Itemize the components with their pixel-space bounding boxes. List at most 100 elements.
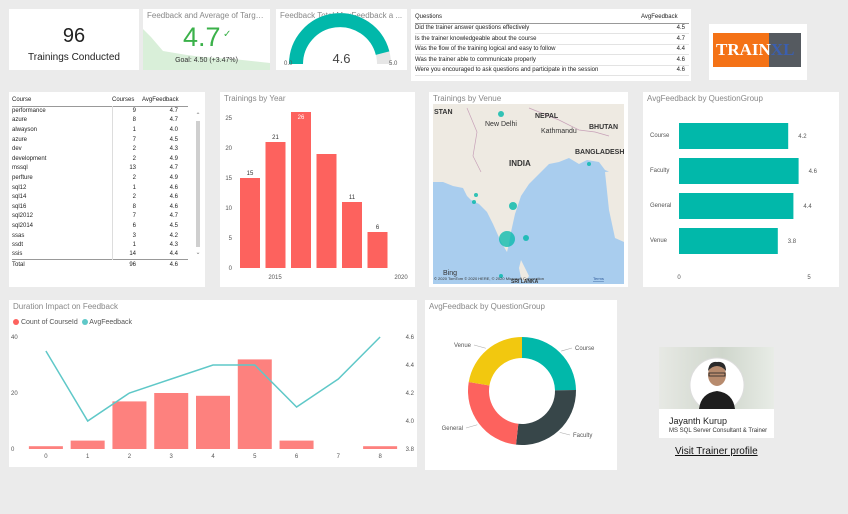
course-row[interactable]: sql14 2 4.6 (12, 192, 188, 202)
course-row[interactable]: sql16 8 4.6 (12, 201, 188, 212)
questions-col-avg[interactable]: AvgFeedback (641, 14, 678, 21)
course-row[interactable]: ssdt 1 4.3 (12, 240, 188, 250)
course-avg: 4.2 (169, 232, 178, 239)
x-tick-label: 2020 (394, 275, 408, 281)
category-label: General (650, 203, 671, 209)
questions-row[interactable]: Was the flow of the training logical and… (415, 44, 689, 55)
legend-label-count[interactable]: Count of CourseId (20, 319, 78, 326)
duration-legend: Count of CourseId AvgFeedback (13, 319, 132, 326)
course-avg: 4.3 (169, 146, 178, 153)
course-count: 7 (111, 211, 142, 222)
course-name: dev (12, 146, 22, 153)
trainer-avatar (689, 357, 745, 409)
course-row[interactable]: azure 8 4.7 (12, 115, 188, 126)
courses-table: Course Courses AvgFeedback performance 9 4… (12, 95, 188, 271)
year-bar (291, 112, 311, 268)
venue-map[interactable]: STAN New Delhi NEPAL Kathmandu BHUTAN IN… (429, 92, 628, 287)
question-avg: 4.6 (676, 67, 685, 74)
questions-col-question[interactable]: Questions (415, 14, 443, 21)
courses-col-avg[interactable]: AvgFeedback (142, 97, 179, 104)
course-avg: 4.3 (169, 242, 178, 249)
map-label-india: INDIA (509, 159, 531, 168)
duration-bar (279, 440, 314, 449)
course-row[interactable]: perfture 2 4.9 (12, 173, 188, 183)
course-name: sql2014 (12, 222, 34, 229)
map-marker (587, 162, 591, 166)
questions-row[interactable]: Were you encouraged to ask questions and… (415, 65, 689, 76)
course-count: 1 (111, 125, 142, 135)
year-bar (342, 202, 362, 268)
courses-col-course[interactable]: Course (12, 97, 32, 104)
course-name: perfture (12, 174, 33, 181)
question-avg: 4.6 (676, 56, 685, 63)
trainings-by-year-card: Trainings by Year 0 5 10 15 20 25 15 21 26 11 6 201… (220, 92, 415, 287)
bar-data-label: 26 (298, 115, 305, 121)
map-terms-link: Terms (593, 276, 604, 281)
duration-impact-card: Duration Impact on Feedback Count of Cou… (9, 300, 417, 467)
course-name: mssql (12, 165, 28, 172)
questions-row[interactable]: Is the trainer knowledgeable about the c… (415, 34, 689, 44)
trainer-profile-card: Jayanth Kurup MS SQL Server Consultant &… (659, 347, 774, 438)
x-tick-label: 7 (337, 454, 341, 460)
bar-data-label: 15 (247, 171, 254, 177)
y-tick-label: 0 (11, 447, 15, 453)
legend-label-avg[interactable]: AvgFeedback (89, 319, 132, 326)
question-text: Did the trainer answer questions effecti… (415, 25, 530, 32)
course-row[interactable]: sql12 1 4.6 (12, 182, 188, 193)
question-avg: 4.4 (676, 46, 685, 53)
category-label: Course (650, 133, 670, 139)
course-avg: 4.0 (169, 126, 178, 133)
group-bar (679, 158, 799, 184)
course-avg: 4.6 (169, 194, 178, 201)
course-count: 2 (111, 144, 142, 154)
map-marker (499, 274, 503, 278)
courses-col-count[interactable]: Courses (112, 97, 135, 104)
course-name: ssas (12, 232, 25, 239)
course-row[interactable]: ssas 3 4.2 (12, 230, 188, 241)
year-bar (367, 232, 388, 268)
donut-leader-line (465, 424, 478, 429)
avg-by-group-donut-chart: Course Faculty General Venue (442, 337, 595, 445)
course-count: 3 (111, 230, 142, 241)
y2-tick-label: 4.0 (406, 419, 415, 425)
course-count: 7 (111, 134, 142, 145)
course-avg: 4.5 (169, 222, 178, 229)
course-avg: 4.9 (169, 155, 178, 162)
questions-header-row: Questions AvgFeedback (415, 12, 689, 23)
scroll-down-icon[interactable]: ⌄ (195, 250, 201, 256)
donut-label: Faculty (573, 433, 592, 439)
questions-row[interactable]: Did the trainer answer questions effecti… (415, 23, 689, 34)
y-tick-label: 15 (225, 176, 232, 182)
bar-data-label: 4.4 (803, 204, 812, 210)
question-text: Were you encouraged to ask questions and… (415, 67, 599, 74)
course-name: sql12 (12, 184, 27, 191)
questions-row[interactable]: Was the trainer able to communicate prop… (415, 55, 689, 65)
donut-label: Course (575, 346, 595, 352)
course-row[interactable]: azure 7 4.5 (12, 134, 188, 145)
y2-tick-label: 4.4 (406, 363, 415, 369)
duration-bar (363, 446, 398, 449)
course-row[interactable]: ssis 14 4.4 (12, 249, 188, 260)
course-count: 2 (111, 192, 142, 202)
scroll-up-icon[interactable]: ⌃ (195, 113, 201, 119)
course-row[interactable]: sql2012 7 4.7 (12, 211, 188, 222)
kpi-trainings-label: Trainings Conducted (28, 52, 120, 63)
course-row[interactable]: mssql 13 4.7 (12, 163, 188, 174)
course-count: 1 (111, 182, 142, 193)
course-count: 2 (111, 173, 142, 183)
course-name: sql14 (12, 194, 27, 201)
course-name: development (12, 155, 47, 162)
trainer-profile-link[interactable]: Visit Trainer profile (675, 446, 758, 457)
year-bar (316, 154, 337, 268)
course-row[interactable]: sql2014 6 4.5 (12, 221, 188, 231)
y2-tick-label: 3.8 (406, 447, 415, 453)
course-row[interactable]: dev 2 4.3 (12, 144, 188, 154)
course-row[interactable]: alwayson 1 4.0 (12, 125, 188, 135)
course-count: 8 (111, 115, 142, 126)
scroll-thumb[interactable] (196, 121, 200, 247)
courses-scrollbar[interactable]: ⌃ ⌄ (195, 112, 201, 262)
course-row[interactable]: performance 9 4.7 (12, 106, 188, 116)
course-row[interactable]: development 2 4.9 (12, 153, 188, 164)
course-avg: 4.6 (169, 203, 178, 210)
y-tick-label: 40 (11, 335, 18, 341)
